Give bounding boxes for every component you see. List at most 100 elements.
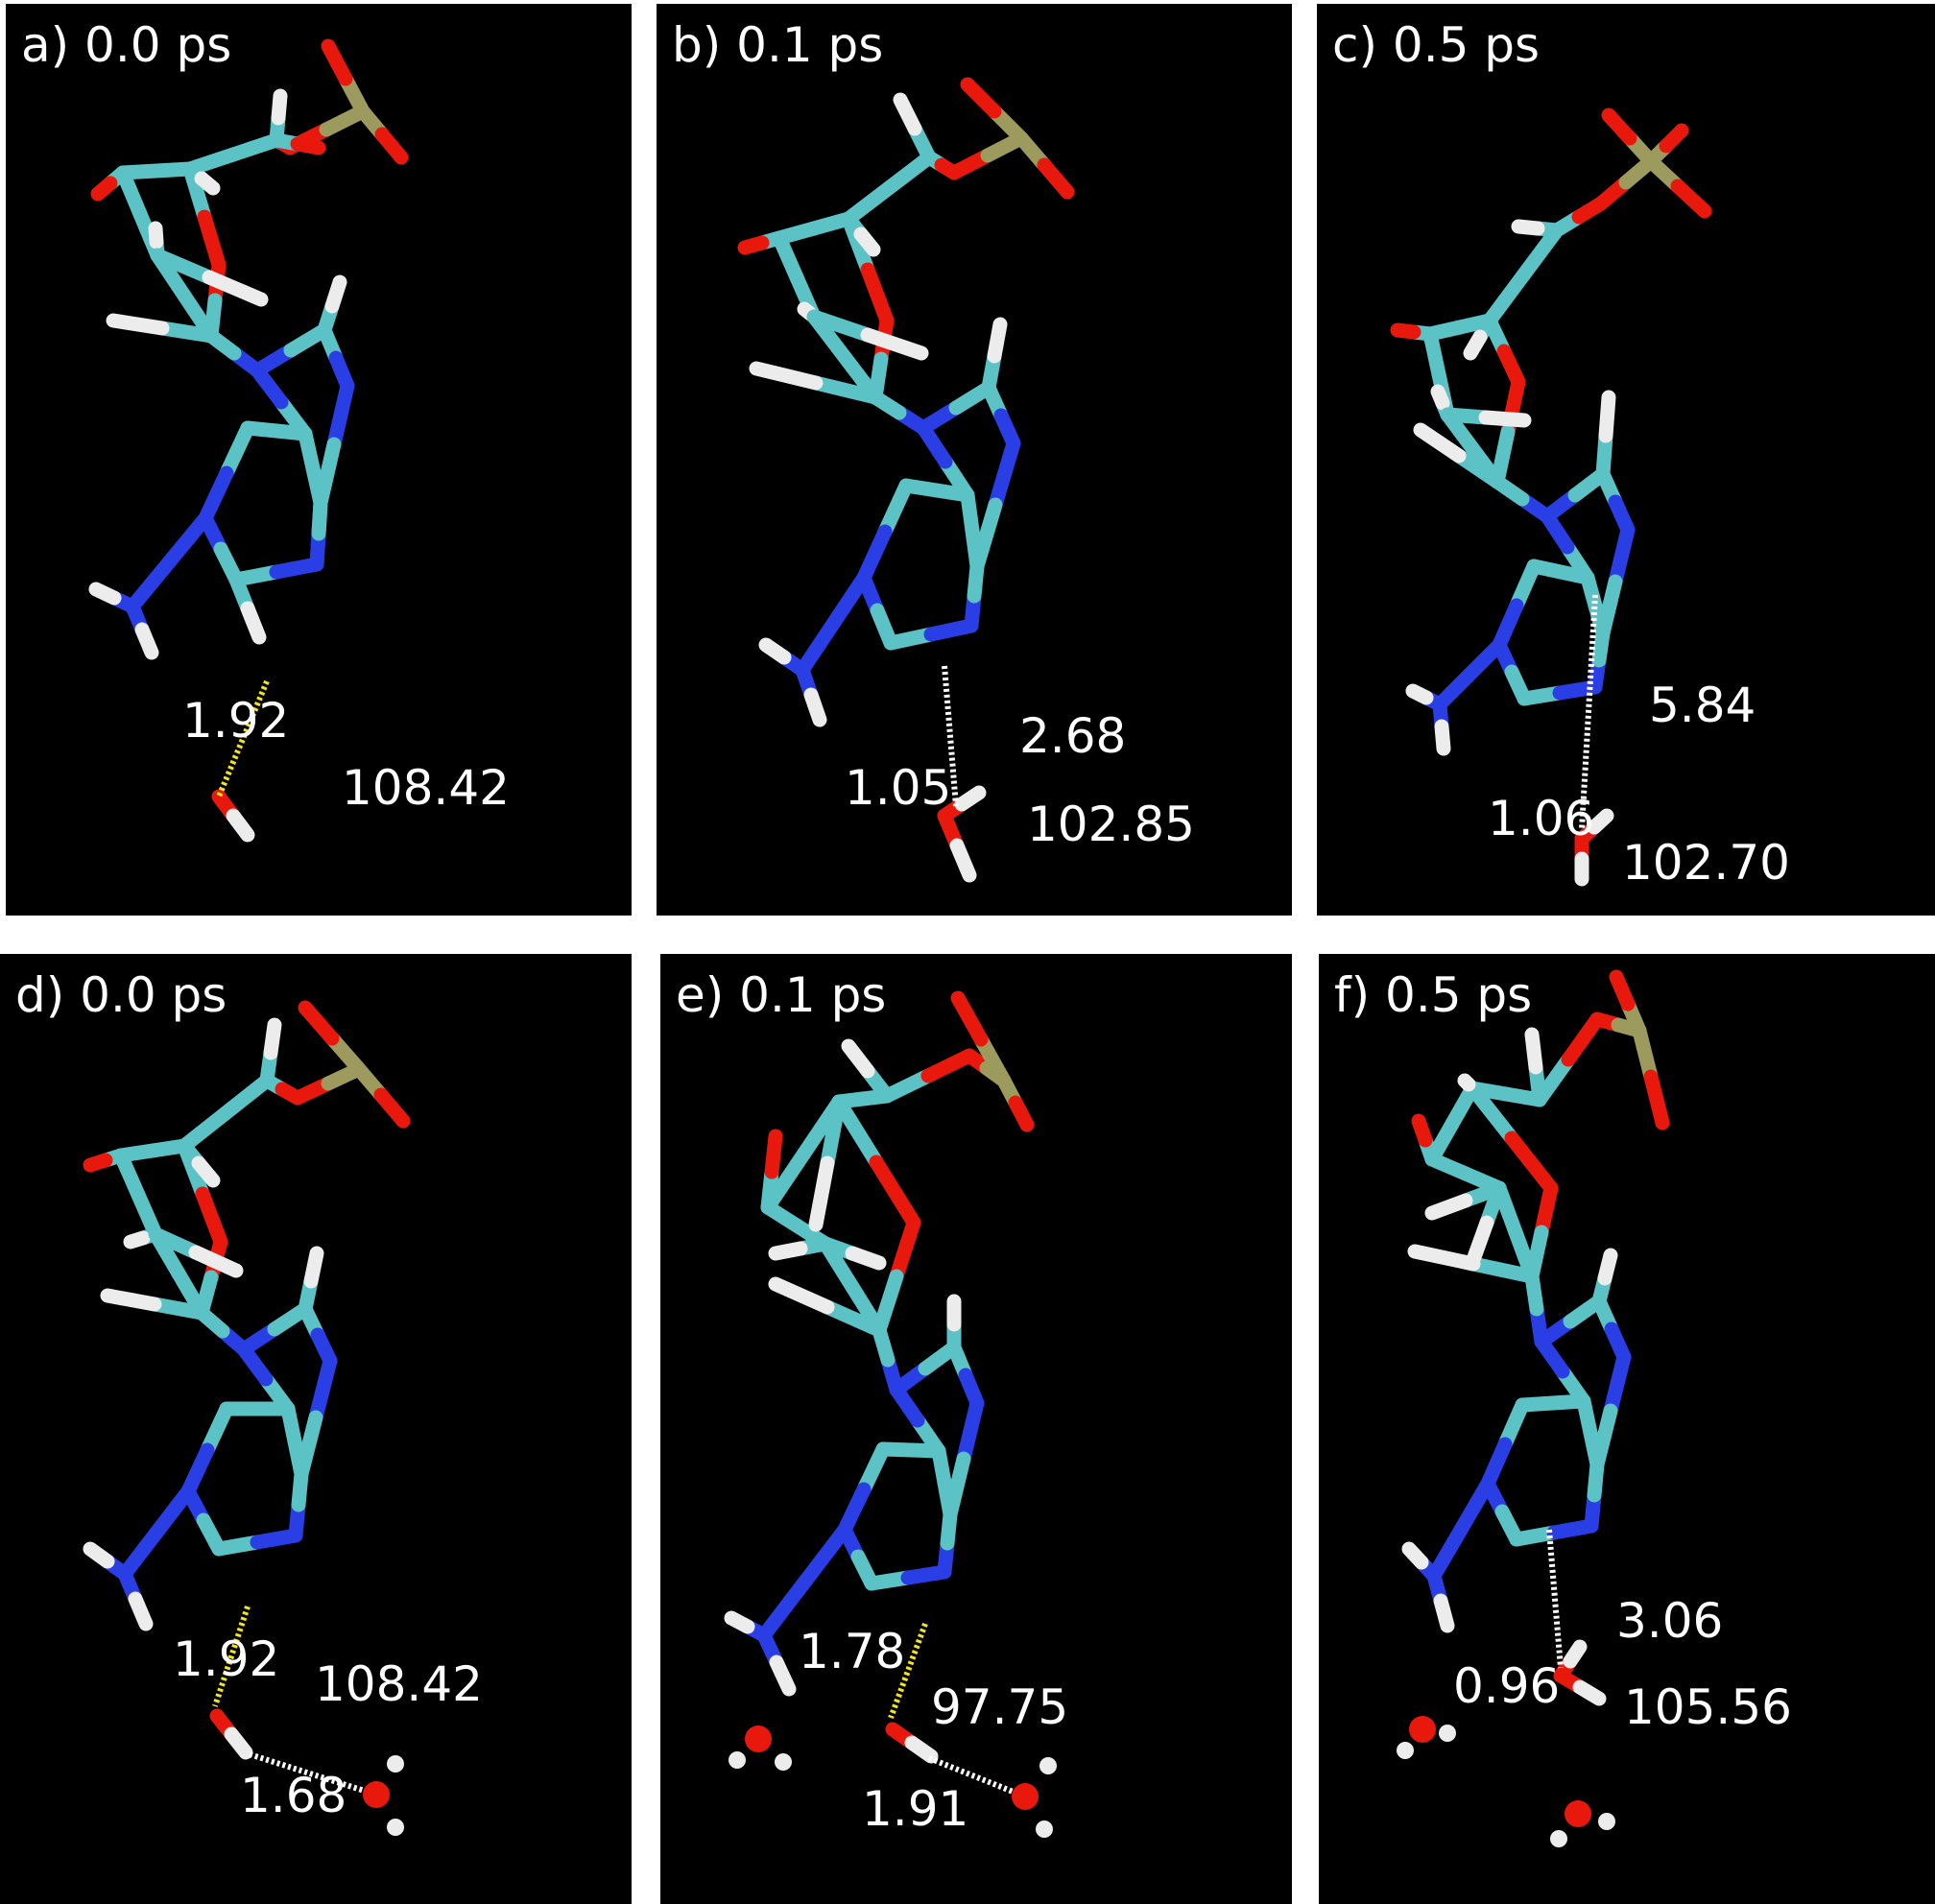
distance-label: 3.06 bbox=[1616, 1593, 1724, 1649]
bond bbox=[797, 1522, 852, 1590]
water-hydrogen bbox=[387, 1819, 404, 1836]
bond bbox=[1563, 1639, 1588, 1669]
bond bbox=[194, 171, 221, 196]
bond bbox=[808, 375, 883, 405]
bond-length-label: 0.96 bbox=[1453, 1658, 1561, 1714]
bond bbox=[973, 1032, 1012, 1088]
molecule-c bbox=[1390, 107, 1712, 887]
water-hydrogen bbox=[1036, 1821, 1053, 1838]
bond bbox=[83, 1541, 115, 1569]
bond bbox=[889, 1215, 921, 1284]
bond bbox=[1589, 1403, 1618, 1472]
bond bbox=[808, 1155, 835, 1232]
bond bbox=[1426, 1522, 1469, 1583]
bond bbox=[271, 88, 288, 126]
water-hydrogen bbox=[775, 1753, 792, 1771]
bond bbox=[960, 77, 1002, 119]
bond bbox=[869, 1154, 921, 1230]
bond bbox=[1424, 1193, 1473, 1221]
hydrogen-bond bbox=[942, 665, 959, 807]
panel-d: d) 0.0 ps 1.92 108.42 1.68 bbox=[0, 954, 632, 1904]
bond bbox=[841, 1038, 875, 1079]
bond bbox=[1524, 1027, 1543, 1075]
water-oxygen bbox=[1409, 1716, 1436, 1743]
panel-c: c) 0.5 ps 5.84 1.06 102.70 bbox=[1317, 4, 1935, 916]
distance-label: 1.92 bbox=[182, 693, 290, 749]
water-hydrogen bbox=[1598, 1813, 1615, 1830]
bond bbox=[224, 1726, 253, 1760]
bond bbox=[845, 1246, 887, 1271]
bond bbox=[191, 1155, 221, 1188]
bond bbox=[134, 622, 159, 660]
bond bbox=[1561, 1012, 1605, 1067]
bond bbox=[1587, 808, 1614, 835]
water-oxygen bbox=[1012, 1783, 1039, 1810]
bond bbox=[1603, 1349, 1632, 1418]
bond bbox=[1407, 1244, 1481, 1272]
bond bbox=[1413, 422, 1467, 464]
bond bbox=[1632, 1023, 1659, 1084]
bond bbox=[128, 1591, 154, 1631]
bond bbox=[756, 1575, 812, 1643]
bond bbox=[1643, 1069, 1670, 1130]
molecule-a bbox=[88, 38, 409, 843]
bond bbox=[1390, 322, 1421, 340]
angle-label: 108.42 bbox=[315, 1656, 483, 1712]
bond bbox=[943, 1451, 971, 1522]
bond bbox=[1490, 424, 1516, 489]
bond bbox=[149, 1484, 196, 1540]
bond bbox=[226, 132, 284, 162]
bond bbox=[373, 1087, 411, 1129]
bond bbox=[90, 176, 118, 202]
bond bbox=[795, 616, 841, 678]
bond bbox=[768, 1276, 835, 1315]
bond bbox=[1659, 123, 1689, 154]
distance-label: 1.91 bbox=[862, 1781, 969, 1837]
bond bbox=[177, 1106, 233, 1154]
hydrogen-bond bbox=[1546, 1529, 1564, 1669]
water-oxygen bbox=[363, 1781, 390, 1808]
bond bbox=[161, 511, 213, 570]
bond bbox=[311, 495, 328, 541]
bond bbox=[881, 150, 937, 196]
bond bbox=[724, 1610, 755, 1634]
bond bbox=[313, 437, 342, 511]
bond bbox=[290, 136, 326, 155]
water-oxygen bbox=[745, 1726, 772, 1752]
bond bbox=[1457, 1073, 1476, 1092]
panel-label: d) 0.0 ps bbox=[15, 967, 227, 1023]
bond bbox=[856, 524, 893, 585]
panel-label: b) 0.1 ps bbox=[672, 17, 884, 73]
panel-f: f) 0.5 ps 3.06 0.96 105.56 bbox=[1319, 954, 1935, 1904]
bond bbox=[954, 785, 987, 812]
bond bbox=[1597, 1248, 1618, 1286]
bond bbox=[758, 637, 792, 665]
bond bbox=[202, 270, 269, 307]
bond bbox=[1467, 1215, 1494, 1265]
bond bbox=[1466, 1256, 1540, 1284]
distance-label: 1.92 bbox=[173, 1631, 280, 1687]
distance-label: 2.68 bbox=[1019, 708, 1127, 764]
angle-label: 108.42 bbox=[342, 760, 510, 816]
bond bbox=[1670, 178, 1712, 219]
bond bbox=[148, 221, 164, 250]
bond bbox=[1608, 522, 1636, 589]
bond bbox=[240, 420, 284, 439]
bond bbox=[324, 274, 347, 314]
bond bbox=[1595, 574, 1623, 641]
bond bbox=[1037, 157, 1075, 200]
bond bbox=[180, 1442, 215, 1499]
panel-label: f) 0.5 ps bbox=[1334, 967, 1533, 1023]
hydrogen-bond bbox=[216, 679, 270, 798]
water-hydrogen bbox=[1039, 1757, 1057, 1774]
bond bbox=[1572, 1679, 1607, 1706]
water-oxygen bbox=[1565, 1800, 1591, 1827]
bond bbox=[1598, 390, 1616, 443]
water-hydrogen bbox=[729, 1751, 746, 1769]
bond bbox=[1401, 1541, 1429, 1570]
panel-a: a) 0.0 ps 1.92 108.42 bbox=[6, 4, 632, 916]
panel-b: b) 0.1 ps 2.68 1.05 102.85 bbox=[657, 4, 1292, 916]
angle-label: 105.56 bbox=[1624, 1679, 1792, 1735]
bond bbox=[374, 127, 409, 165]
bond bbox=[956, 1395, 985, 1466]
